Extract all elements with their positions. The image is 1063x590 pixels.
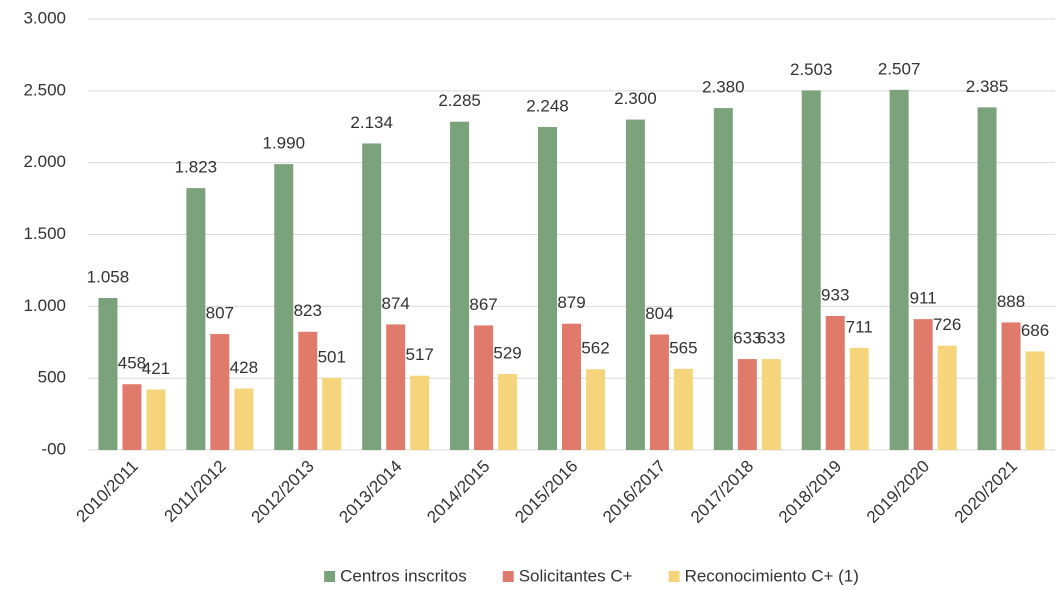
data-label: 1.058: [87, 267, 130, 286]
bar: [937, 345, 957, 450]
y-tick-label: 2.500: [23, 80, 66, 99]
y-tick-label: -00: [41, 439, 66, 458]
bar: [562, 323, 581, 450]
bar: [713, 108, 733, 450]
x-tick-label: 2017/2018: [687, 457, 757, 527]
bar: [362, 143, 382, 450]
data-label: 711: [846, 317, 873, 336]
legend-swatch: [668, 571, 680, 582]
x-tick-label: 2012/2013: [248, 457, 318, 527]
data-label: 807: [206, 304, 234, 323]
data-label: 565: [669, 338, 697, 357]
x-tick-label: 2013/2014: [335, 457, 405, 527]
data-label: 933: [821, 285, 849, 304]
bar: [450, 121, 470, 450]
bar: [825, 315, 845, 450]
data-label: 2.507: [878, 59, 921, 78]
bar: [977, 107, 997, 450]
bar: [322, 378, 342, 450]
x-tick-label: 2020/2021: [951, 457, 1021, 527]
data-label: 867: [469, 295, 497, 314]
bar: [801, 90, 821, 450]
data-label: 421: [142, 359, 170, 378]
bar: [274, 164, 294, 450]
x-tick-label: 2016/2017: [599, 457, 669, 527]
bar: [761, 359, 781, 450]
data-label: 879: [557, 293, 585, 312]
data-label: 517: [405, 345, 433, 364]
data-label: 1.823: [175, 158, 218, 177]
data-label: 501: [318, 348, 346, 367]
bar: [913, 319, 933, 450]
legend-label: Solicitantes C+: [519, 566, 633, 585]
legend-swatch: [324, 571, 336, 582]
data-label: 823: [294, 301, 322, 320]
bar: [849, 347, 869, 450]
data-label: 2.285: [438, 91, 481, 110]
data-label: 911: [910, 289, 937, 308]
bar: [625, 119, 645, 451]
bar: [474, 325, 494, 450]
legend-swatch: [502, 571, 514, 582]
bar: [386, 324, 406, 450]
legend: Centros inscritos Solicitantes C+ Reconoci…: [324, 566, 859, 585]
data-label: 874: [381, 294, 409, 313]
x-tick-label: 2014/2015: [423, 457, 493, 527]
bar: [649, 334, 669, 450]
y-tick-label: 2.000: [23, 152, 66, 171]
bar: [122, 384, 142, 450]
y-tick-label: 3.000: [23, 8, 66, 27]
legend-label: Centros inscritos: [340, 566, 467, 585]
bar: [210, 334, 230, 450]
x-tick-label: 2015/2016: [511, 457, 581, 527]
data-label: 686: [1021, 321, 1049, 340]
x-tick-label: 2011/2012: [160, 457, 229, 526]
bar: [538, 127, 557, 451]
data-label: 2.380: [702, 78, 745, 97]
bar: [98, 298, 118, 450]
data-label: 529: [493, 343, 521, 362]
data-label: 2.300: [614, 89, 657, 108]
bar: [146, 389, 166, 450]
data-label: 2.503: [790, 60, 833, 79]
data-label: 633: [733, 329, 761, 348]
bar: [1025, 351, 1045, 450]
data-label: 1.990: [262, 134, 305, 153]
x-tick-label: 2019/2020: [863, 457, 933, 527]
bar: [498, 374, 518, 450]
bar: [410, 375, 430, 450]
bar: [298, 331, 318, 450]
bar: [889, 89, 909, 450]
y-tick-label: 1.000: [23, 296, 66, 315]
data-label: 633: [757, 329, 785, 348]
bar: [737, 359, 757, 450]
data-label: 804: [645, 304, 673, 323]
bar: [586, 369, 605, 450]
y-tick-label: 1.500: [23, 224, 66, 243]
bar: [673, 368, 693, 450]
data-label: 428: [230, 358, 258, 377]
data-label: 2.385: [966, 77, 1009, 96]
legend-label: Reconocimiento C+ (1): [685, 566, 859, 585]
data-label: 458: [118, 354, 146, 373]
data-label: 2.134: [350, 113, 393, 132]
bar: [1001, 322, 1021, 450]
data-label: 726: [933, 315, 961, 334]
y-tick-label: 500: [38, 368, 66, 387]
x-tick-label: 2018/2019: [775, 457, 845, 527]
data-label: 888: [997, 292, 1025, 311]
data-label: 2.248: [526, 97, 569, 116]
data-label: 562: [581, 339, 609, 358]
bar: [234, 388, 254, 450]
x-tick-label: 2010/2011: [73, 457, 142, 526]
bar: [186, 188, 206, 450]
